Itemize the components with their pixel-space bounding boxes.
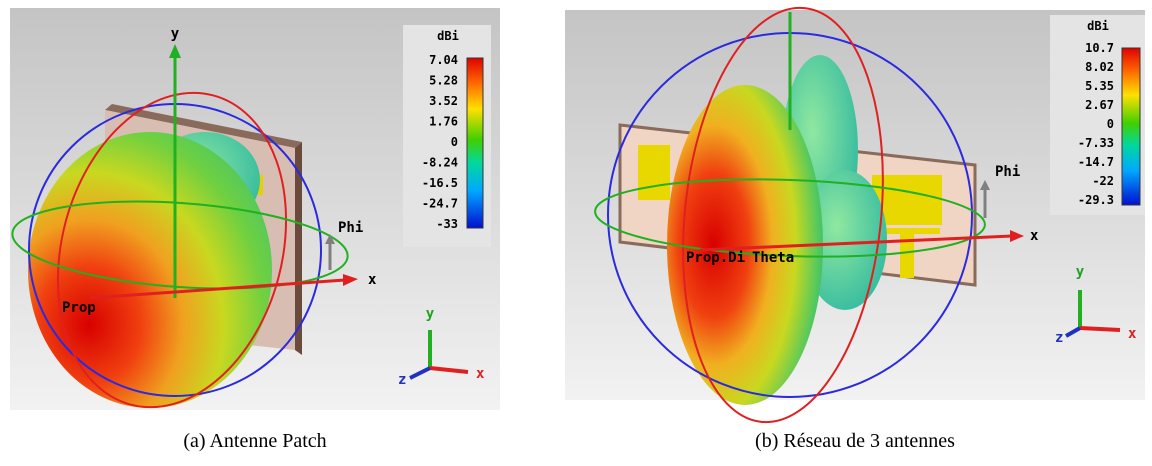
triad: y z x	[398, 306, 485, 388]
axis-label: Phi	[338, 220, 363, 236]
triad-label: x	[476, 366, 485, 382]
main-lobe	[667, 85, 823, 405]
arrow	[980, 180, 990, 190]
triad-label: y	[1076, 264, 1085, 280]
colorbar-unit: dBi	[1087, 19, 1109, 33]
colorbar-unit: dBi	[437, 29, 459, 43]
colorbar-tick-label: 3.52	[429, 94, 458, 108]
feed	[880, 228, 940, 234]
axis-label: Prop.Di	[686, 250, 745, 266]
colorbar-tick-label: 2.67	[1085, 98, 1114, 112]
triad: y z x	[1055, 264, 1137, 346]
main-lobe	[28, 132, 272, 408]
panel-b: x Phi Prop.Di Theta y y z x dBi 10.7 8.02…	[565, 6, 1145, 424]
ring-green	[594, 178, 986, 258]
colorbar-tick-label: 0	[1107, 117, 1114, 131]
side-lobe	[803, 170, 887, 310]
arrow	[343, 274, 358, 286]
axis-label: Prop	[62, 300, 96, 316]
axis-label: x	[368, 272, 377, 288]
shape	[429, 366, 469, 374]
colorbar-tick-label: -22	[1092, 174, 1114, 188]
triad-label: z	[398, 372, 406, 388]
axis-label: y	[171, 26, 180, 42]
arrow	[169, 44, 181, 58]
shape	[1079, 326, 1121, 332]
arrow	[325, 234, 335, 244]
axis-label: Phi	[995, 164, 1020, 180]
colorbar-tick-label: -8.24	[422, 156, 458, 170]
axis-x	[89, 278, 346, 300]
colorbar-tick-label: -7.33	[1078, 136, 1114, 150]
colorbar-tick-label: 5.35	[1085, 79, 1114, 93]
patch	[638, 145, 670, 200]
panel-a: y x Phi Prop y z x dBi 7.04 5.28 3.52 1.76 0…	[10, 8, 500, 410]
ring-red	[56, 91, 288, 409]
colorbar-tick-label: 5.28	[429, 74, 458, 88]
colorbar-tick-label: 1.76	[429, 115, 458, 129]
shape	[1065, 326, 1081, 338]
colorbar: dBi 10.7 8.02 5.35 2.67 0 -7.33 -14.7 -22 -29.3	[1050, 15, 1145, 215]
ring-red	[682, 6, 884, 424]
axis-label: x	[1030, 228, 1039, 244]
feed	[900, 234, 914, 278]
shape	[409, 366, 431, 380]
colorbar-tick-label: 7.04	[429, 53, 458, 67]
ring-green	[11, 200, 349, 290]
triad-label: z	[1055, 330, 1063, 346]
colorbar-tick-label: -24.7	[422, 197, 458, 211]
triad-label: x	[1128, 326, 1137, 342]
colorbar-tick-label: 0	[451, 135, 458, 149]
colorbar: dBi 7.04 5.28 3.52 1.76 0 -8.24 -16.5 -24.7 -33	[403, 25, 491, 247]
axis-label: Theta	[752, 250, 794, 266]
colorbar-tick-label: 8.02	[1085, 60, 1114, 74]
board-edge	[295, 142, 302, 355]
caption: (b) Réseau de 3 antennes	[755, 430, 955, 452]
colorbar-tick-label: -16.5	[422, 176, 458, 190]
colorbar-tick-label: -29.3	[1078, 193, 1114, 207]
triad-label: y	[426, 306, 435, 322]
colorbar-tick-label: 10.7	[1085, 41, 1114, 55]
arrow	[1010, 230, 1024, 242]
board-edge	[105, 104, 302, 148]
colorbar-tick-label: -33	[436, 217, 458, 231]
colorbar-tick-label: -14.7	[1078, 155, 1114, 169]
colorbar-scale	[1121, 47, 1141, 206]
caption: (a) Antenne Patch	[183, 430, 326, 452]
axis-x	[699, 234, 1013, 252]
colorbar-scale	[466, 57, 484, 229]
